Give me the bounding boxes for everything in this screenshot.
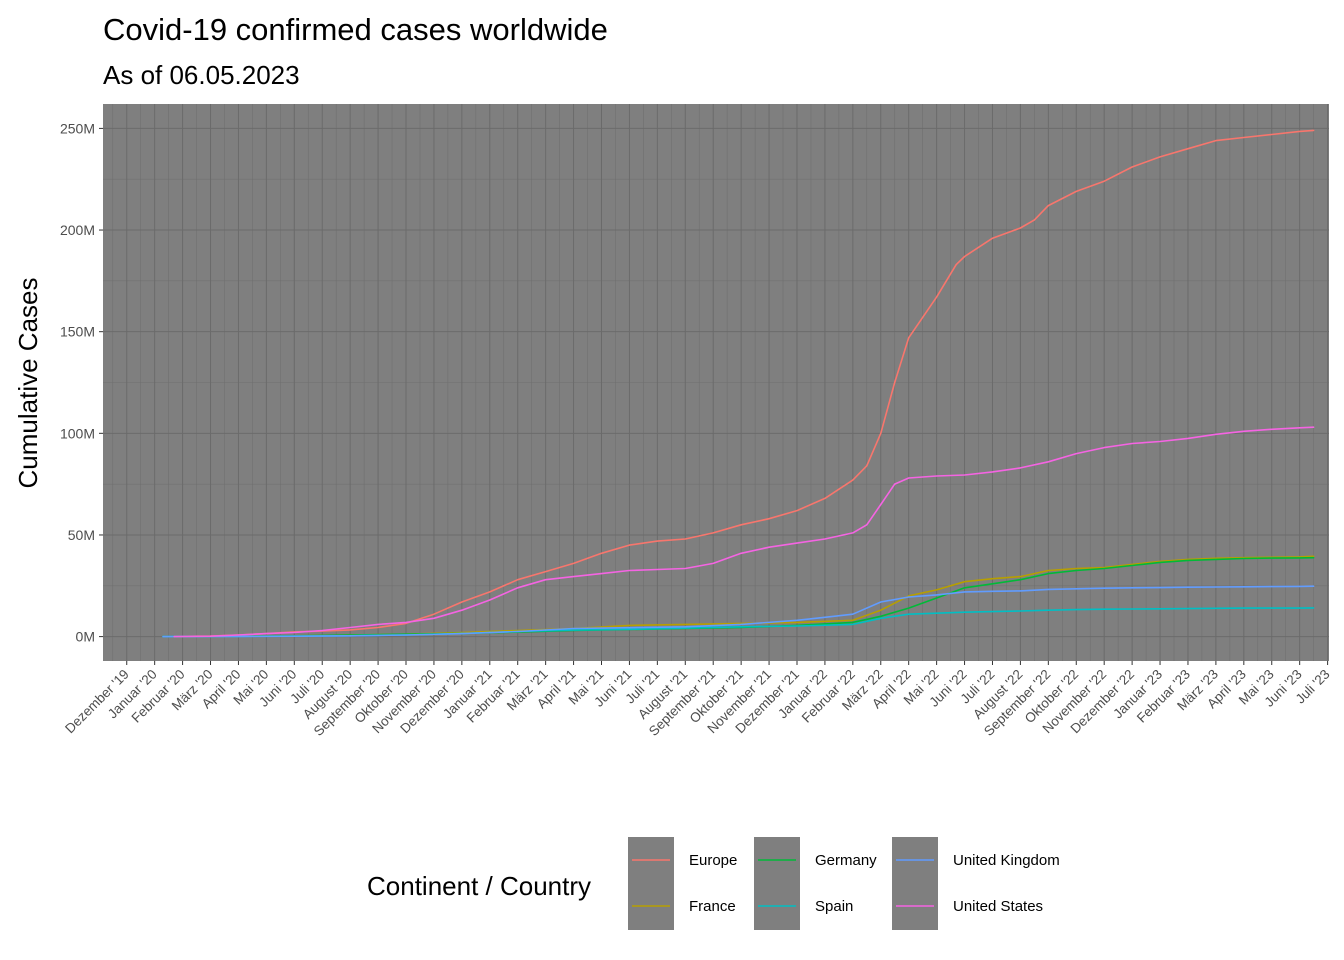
series-line-europe: [173, 129, 1315, 638]
series-layer: [162, 129, 1315, 638]
chart-subtitle: As of 06.05.2023: [103, 60, 300, 90]
y-tick-label: 100M: [60, 425, 95, 441]
y-axis: 0M 50M 100M 150M 200M 250M: [60, 120, 103, 645]
legend-key-background: [628, 837, 674, 930]
y-tick-label: 150M: [60, 324, 95, 340]
legend-label: Europe: [689, 852, 737, 869]
series-line-united-kingdom: [162, 585, 1315, 638]
legend: Europe France Germany Spain United Kingdom Un…: [628, 837, 1060, 930]
legend-label: Germany: [815, 852, 877, 869]
grid-lines: [103, 104, 1329, 661]
y-tick-label: 200M: [60, 222, 95, 238]
legend-label: France: [689, 898, 736, 915]
y-tick-label: 0M: [76, 629, 95, 645]
legend-label: United States: [953, 898, 1043, 915]
legend-title: Continent / Country: [367, 871, 591, 901]
series-line-united-states: [173, 426, 1315, 638]
legend-key-background: [892, 837, 938, 930]
y-axis-label: Cumulative Cases: [13, 278, 43, 489]
legend-key-background: [754, 837, 800, 930]
y-tick-label: 50M: [68, 527, 95, 543]
chart-title: Covid-19 confirmed cases worldwide: [103, 12, 608, 47]
legend-label: Spain: [815, 898, 853, 915]
legend-label: United Kingdom: [953, 852, 1060, 869]
y-tick-label: 250M: [60, 120, 95, 136]
